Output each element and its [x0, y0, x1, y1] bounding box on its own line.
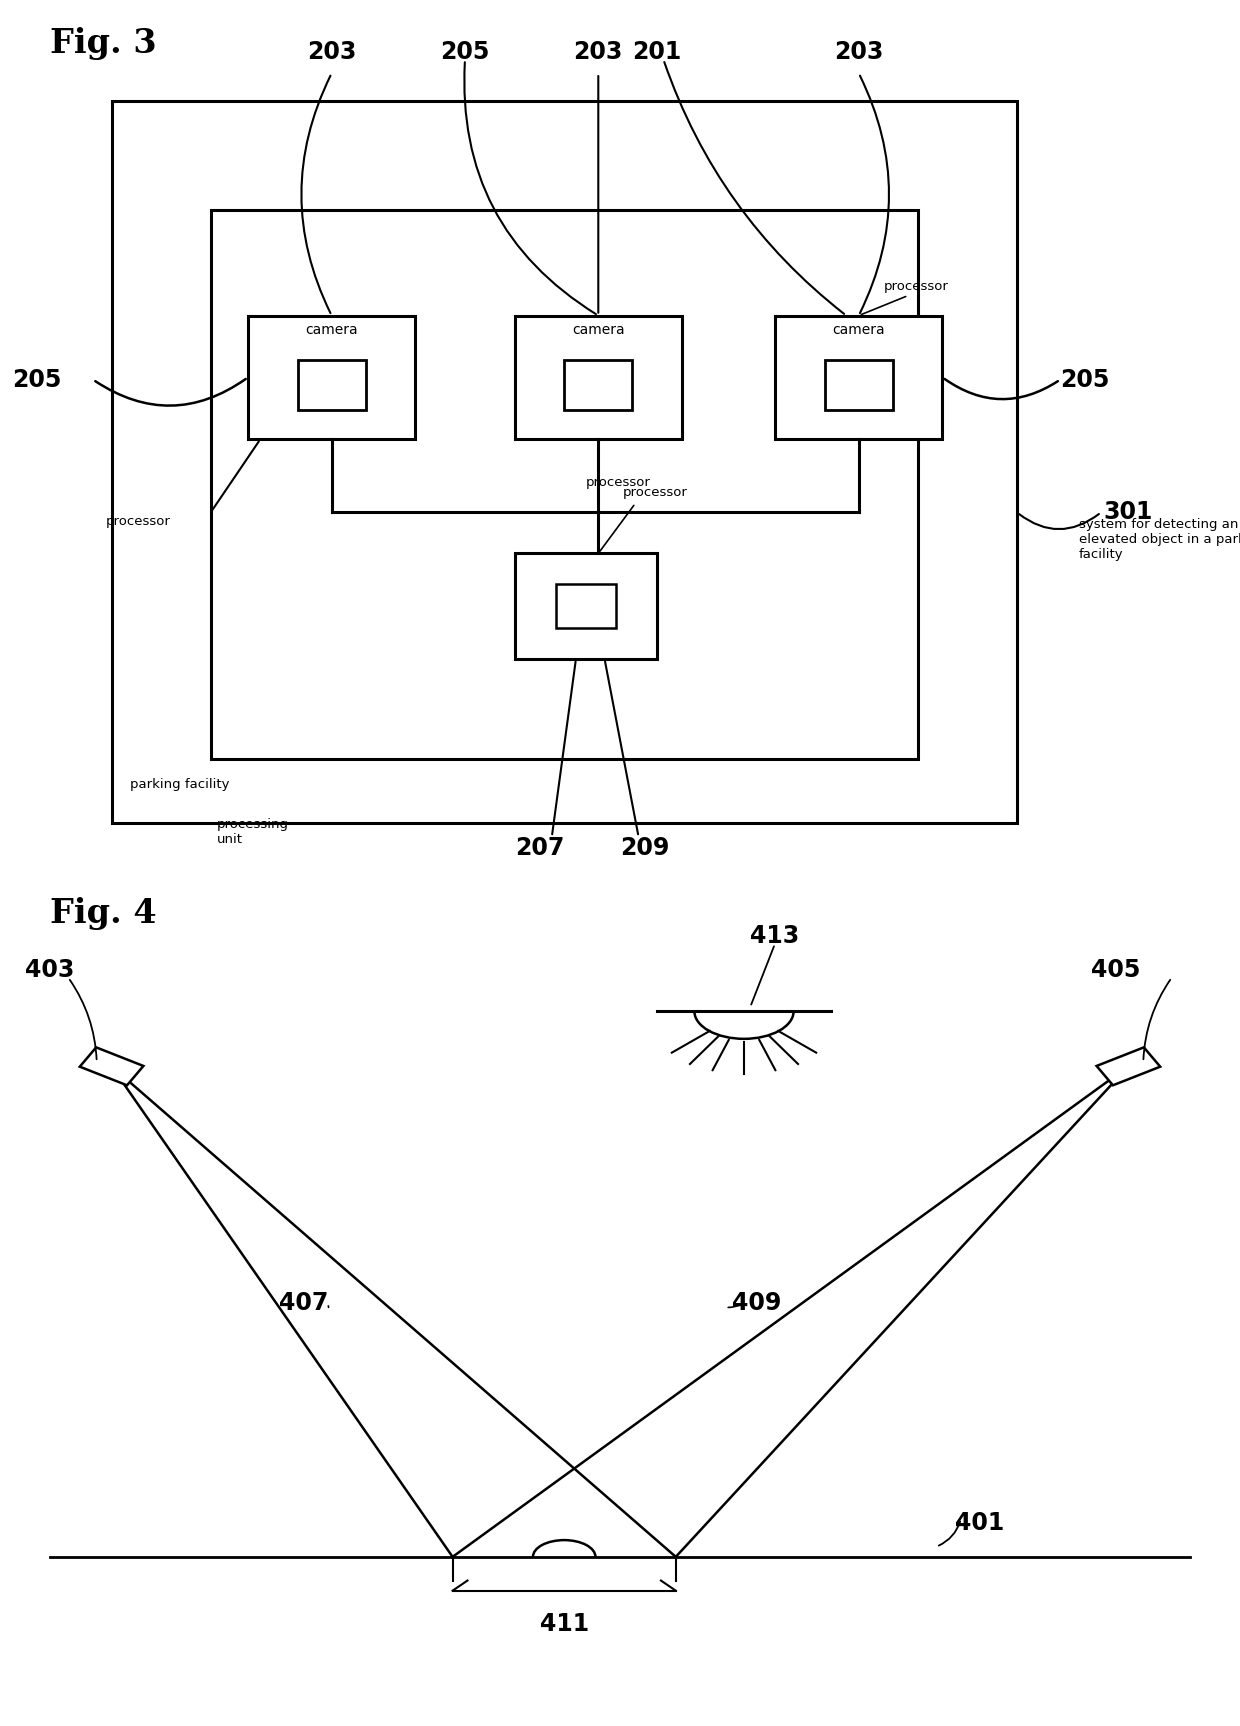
Bar — [112, 100, 1017, 823]
Text: parking facility: parking facility — [130, 778, 229, 791]
Text: 409: 409 — [732, 1291, 781, 1315]
Bar — [775, 316, 942, 438]
Text: camera: camera — [305, 323, 358, 337]
Bar — [564, 359, 632, 409]
Text: 405: 405 — [1091, 958, 1141, 982]
Text: 407: 407 — [279, 1291, 329, 1315]
Text: camera: camera — [572, 323, 625, 337]
Bar — [298, 359, 366, 409]
Text: 205: 205 — [440, 40, 490, 64]
Bar — [825, 359, 893, 409]
Bar — [515, 554, 657, 659]
Text: 209: 209 — [620, 835, 670, 860]
Bar — [556, 583, 615, 628]
Text: processor: processor — [622, 485, 688, 499]
Text: 207: 207 — [515, 835, 564, 860]
Bar — [1096, 1048, 1161, 1086]
Text: processing
unit: processing unit — [217, 818, 289, 846]
Bar — [248, 316, 415, 438]
Text: 203: 203 — [308, 40, 356, 64]
Text: processor: processor — [105, 514, 170, 528]
Text: 301: 301 — [1104, 501, 1153, 525]
Text: camera: camera — [832, 323, 885, 337]
Bar — [211, 211, 918, 759]
Text: Fig. 4: Fig. 4 — [50, 898, 156, 930]
Text: 203: 203 — [835, 40, 883, 64]
Text: 403: 403 — [25, 958, 74, 982]
Text: processor: processor — [883, 280, 949, 293]
Text: 411: 411 — [539, 1612, 589, 1636]
Text: system for detecting an
elevated object in a parking
facility: system for detecting an elevated object … — [1079, 518, 1240, 561]
Text: 205: 205 — [1060, 368, 1110, 392]
Text: 413: 413 — [750, 923, 800, 948]
Text: 203: 203 — [574, 40, 622, 64]
Text: processor: processor — [585, 476, 651, 488]
Bar — [79, 1048, 144, 1086]
Text: 205: 205 — [12, 368, 62, 392]
Text: 201: 201 — [632, 40, 682, 64]
Text: 401: 401 — [955, 1510, 1004, 1534]
Text: Fig. 3: Fig. 3 — [50, 28, 156, 60]
Bar — [515, 316, 682, 438]
